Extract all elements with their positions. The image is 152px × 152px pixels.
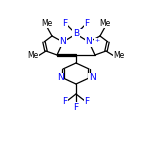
Text: N: N xyxy=(57,74,63,83)
Text: F: F xyxy=(73,102,79,112)
Text: N: N xyxy=(86,38,92,47)
Text: Me: Me xyxy=(41,19,53,28)
Text: F: F xyxy=(62,97,67,107)
Text: F: F xyxy=(62,19,67,29)
Text: F: F xyxy=(85,19,90,29)
Text: +: + xyxy=(94,38,99,43)
Text: Me: Me xyxy=(27,52,39,60)
Text: B: B xyxy=(73,29,79,38)
Text: Me: Me xyxy=(113,52,125,60)
Text: F: F xyxy=(85,97,90,107)
Text: N: N xyxy=(89,74,95,83)
Text: N: N xyxy=(60,38,66,47)
Text: Me: Me xyxy=(99,19,111,28)
Text: ⁻: ⁻ xyxy=(80,29,83,33)
